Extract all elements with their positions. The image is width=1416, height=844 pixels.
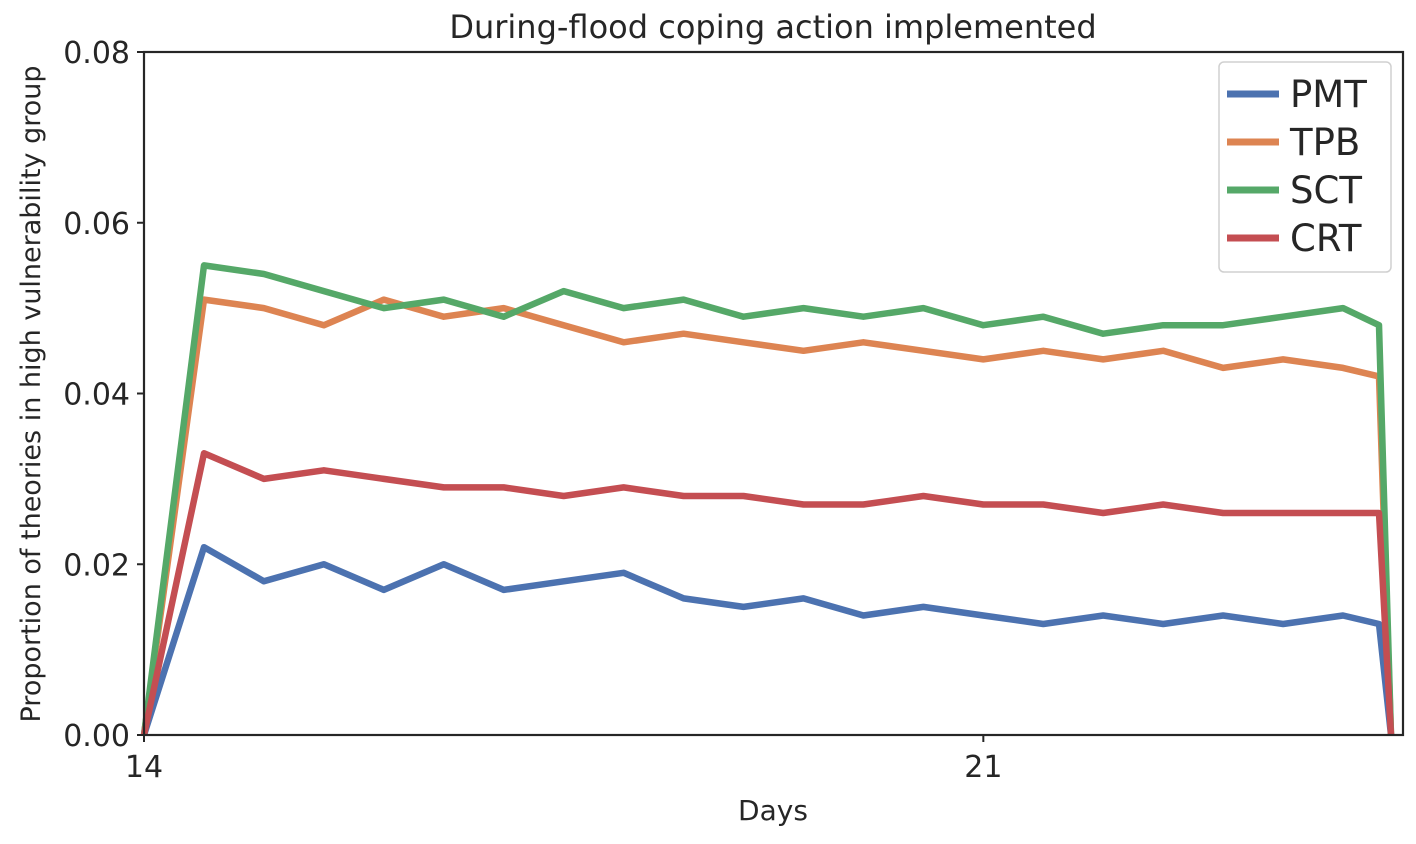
- series-line-pmt: [140, 543, 1395, 736]
- x-tick-label: 14: [125, 750, 163, 785]
- x-axis-label: Days: [738, 794, 808, 827]
- y-tick-label: 0.02: [63, 548, 130, 583]
- legend-label-tpb: TPB: [1289, 121, 1360, 164]
- series-line-sct: [140, 262, 1395, 736]
- y-tick-label: 0.08: [63, 36, 130, 71]
- chart-title: During-flood coping action implemented: [449, 8, 1096, 46]
- series-line-crt: [140, 450, 1395, 736]
- legend: PMT TPB SCT CRT: [1218, 61, 1392, 273]
- series-line-tpb: [140, 296, 1395, 736]
- x-tick-label: 21: [964, 750, 1002, 785]
- legend-label-crt: CRT: [1290, 217, 1362, 260]
- y-tick-label: 0.04: [63, 378, 130, 413]
- legend-box: [1218, 61, 1392, 273]
- y-axis-label: Proportion of theories in high vulnerabi…: [16, 65, 47, 722]
- legend-label-sct: SCT: [1290, 169, 1362, 212]
- y-tick-label: 0.00: [63, 719, 130, 754]
- legend-label-pmt: PMT: [1290, 73, 1367, 116]
- y-tick-label: 0.06: [63, 207, 130, 242]
